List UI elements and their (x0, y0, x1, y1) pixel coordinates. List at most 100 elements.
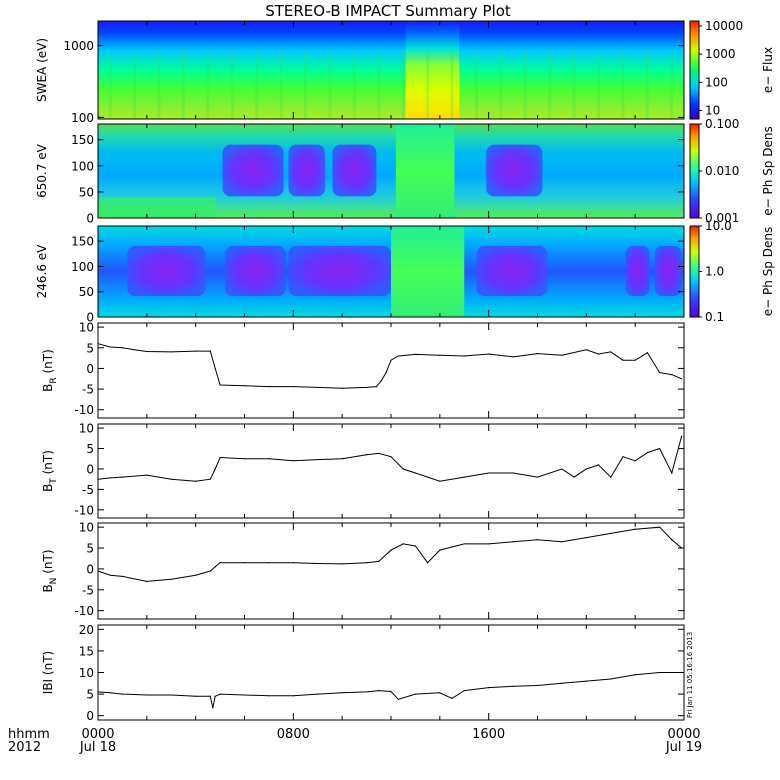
colorbar (689, 20, 700, 120)
y-axis-label: IBI (nT) (41, 651, 55, 694)
data-point (488, 543, 490, 545)
data-point (209, 350, 211, 352)
heatmap-dip-6 (654, 246, 682, 297)
y-tick-label: 150 (71, 235, 94, 249)
data-point (214, 367, 216, 370)
time-tick-label: 0000 (667, 727, 700, 742)
data-point (243, 694, 246, 696)
y-tick-label: 5 (86, 542, 94, 556)
data-point (463, 355, 465, 357)
data-point (585, 680, 587, 682)
data-point (365, 454, 368, 456)
data-point (561, 468, 563, 470)
data-point (634, 359, 636, 361)
data-point (195, 480, 197, 482)
heatmap-dip-3 (332, 144, 377, 197)
panel-frame (97, 624, 685, 721)
y-axis-label: 650.7 eV (35, 143, 49, 198)
colorbar-tick-label: 1.0 (705, 265, 724, 279)
data-point (243, 385, 246, 387)
data-point (397, 698, 399, 700)
data-point (378, 560, 380, 563)
data-point (451, 697, 453, 700)
data-point (512, 472, 514, 474)
panel-3: 0.1 1.0 10.0 e− Ph Sp Dens 0 50 100 150 246.6 eV (35, 219, 775, 325)
data-point (121, 476, 124, 478)
data-point (219, 562, 221, 564)
colorbar-label: e− Ph Sp Dens (761, 227, 775, 316)
data-point (597, 353, 600, 355)
time-tick-sublabel: Jul 19 (665, 740, 702, 755)
data-point (268, 458, 270, 460)
data-point (536, 476, 539, 478)
y-axis-label: BN (nT) (41, 549, 59, 592)
data-point (427, 562, 429, 564)
panel-4: -10 -5 0 5 10 BR (nT) (41, 321, 685, 419)
data-point (365, 691, 368, 693)
data-point (390, 690, 392, 693)
data-point (146, 474, 148, 476)
data-point (634, 460, 636, 462)
heatmap-dip-4 (476, 246, 548, 297)
data-point (536, 684, 539, 687)
y-tick-label: -10 (74, 604, 94, 618)
panel-6: -10 -5 0 5 10 BN (nT) (41, 521, 685, 620)
data-point (390, 456, 392, 458)
data-point (622, 456, 624, 458)
data-point (170, 351, 172, 353)
data-point (170, 578, 172, 580)
panel-2: 0.001 0.010 0.100 e− Ph Sp Dens 0 50 100 150 650… (35, 117, 775, 226)
data-point (463, 476, 465, 478)
data-point (292, 695, 294, 697)
data-point (268, 695, 270, 697)
data-point (680, 378, 683, 380)
data-point (585, 468, 587, 470)
heatmap-dip-5 (625, 246, 650, 297)
data-point (195, 574, 197, 576)
data-point (146, 580, 148, 583)
data-point (488, 687, 490, 689)
colorbar-tick-label: 1000 (705, 47, 736, 61)
data-point (658, 671, 661, 674)
data-point (439, 480, 441, 482)
y-tick-label: 0 (86, 562, 94, 576)
y-tick-label: -10 (74, 403, 94, 417)
data-point (585, 349, 587, 351)
y-tick-label: 15 (79, 644, 94, 658)
data-point (671, 472, 673, 474)
time-tick-label: 0000 (81, 727, 114, 742)
heatmap-green-band (98, 197, 216, 218)
data-point (561, 682, 563, 684)
data-point (671, 539, 673, 541)
data-point (341, 563, 343, 565)
data-point (488, 472, 490, 474)
data-point (658, 526, 661, 528)
data-point (219, 693, 221, 695)
y-tick-label: -5 (82, 383, 94, 397)
panel-5: -10 -5 0 5 10 BT (nT) (41, 422, 685, 519)
data-point (658, 447, 661, 450)
data-point (397, 355, 399, 357)
heatmap-green-region (395, 124, 455, 218)
data-point (439, 549, 441, 551)
data-point (243, 562, 246, 564)
data-point (146, 350, 148, 353)
colorbar-tick-label: 0.100 (705, 117, 739, 131)
data-point (634, 528, 636, 530)
data-point (512, 541, 514, 543)
heatmap-dip-2 (288, 144, 326, 197)
data-point (195, 695, 197, 697)
data-point (109, 346, 111, 348)
colorbar-tick-label: 10 (705, 104, 720, 118)
data-point (385, 371, 387, 374)
data-point (536, 352, 539, 355)
y-tick-label: 0 (86, 462, 94, 476)
series-line (97, 672, 682, 709)
data-point (292, 460, 294, 462)
y-tick-label: 0 (86, 709, 94, 723)
y-tick-label: 100 (71, 159, 94, 173)
y-tick-label: 0 (86, 362, 94, 376)
data-point (317, 562, 319, 565)
data-point (214, 566, 216, 568)
